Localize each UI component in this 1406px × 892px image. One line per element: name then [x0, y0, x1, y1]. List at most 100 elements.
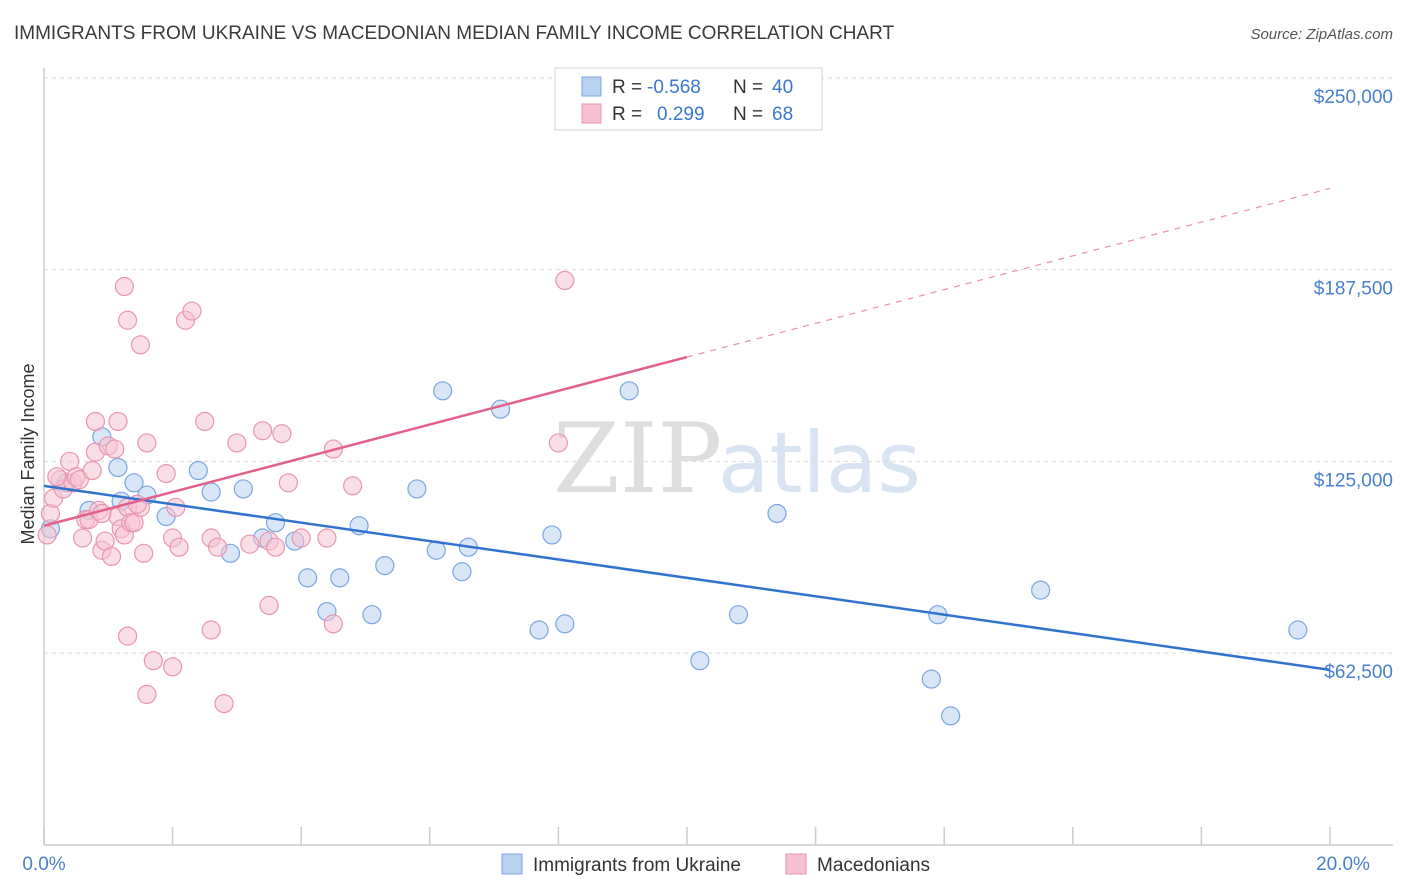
y-axis-label: Median Family Income: [18, 363, 38, 544]
series-legend-label-macedonians: Macedonians: [817, 855, 930, 876]
macedonian-trendline-extension: [686, 187, 1331, 358]
macedonian-point-66: [166, 497, 186, 517]
ukraine-point-24: [433, 381, 453, 401]
ukraine-point-10: [201, 482, 221, 502]
chart-source: Source: ZipAtlas.com: [1250, 26, 1393, 43]
macedonian-point-9: [72, 528, 93, 548]
chart-title: IMMIGRANTS FROM UKRAINE VS MACEDONIAN ME…: [14, 23, 894, 44]
ukraine-point-37: [941, 706, 961, 726]
macedonian-point-41: [208, 537, 228, 557]
legend-r-label-pink: R =: [612, 104, 642, 125]
macedonian-point-57: [259, 595, 279, 616]
legend-swatch-blue: [581, 76, 602, 97]
macedonian-point-61: [555, 270, 575, 290]
ukraine-point-27: [490, 399, 511, 419]
ukraine-point-30: [555, 614, 575, 634]
y-tick-label-187500: $187,500: [1314, 279, 1393, 300]
ukraine-point-22: [407, 479, 427, 499]
ukraine-point-31: [619, 381, 639, 401]
ukraine-point-4: [108, 457, 128, 478]
ukraine-point-29: [542, 525, 562, 545]
watermark: ZIP atlas: [553, 403, 921, 515]
macedonian-point-63: [47, 467, 67, 487]
macedonian-point-32: [130, 335, 151, 355]
series-legend-swatch-macedonians: [785, 853, 807, 875]
ukraine-point-9: [188, 460, 208, 481]
macedonian-trendline: [43, 355, 688, 527]
series-legend-label-ukraine: Immigrants from Ukraine: [533, 855, 741, 876]
macedonian-point-19: [105, 439, 125, 459]
ukraine-point-35: [921, 669, 941, 689]
legend-swatch-pink: [581, 103, 602, 124]
points: [37, 71, 1308, 726]
y-tick-labels: $62,500 $125,000 $187,500 $250,000: [1314, 87, 1393, 683]
series-legend-swatch-ukraine: [501, 853, 523, 875]
trendlines: [43, 187, 1331, 672]
macedonian-point-44: [253, 421, 273, 441]
ukraine-point-14: [265, 513, 286, 533]
macedonian-point-39: [195, 411, 215, 432]
macedonian-point-47: [278, 473, 298, 493]
macedonian-point-34: [156, 464, 176, 484]
series-legend: Immigrants from Ukraine Macedonians: [501, 853, 930, 876]
watermark-zip: ZIP: [553, 403, 722, 515]
y-tick-label-62500: $62,500: [1324, 662, 1393, 683]
macedonian-point-60: [548, 433, 569, 453]
ukraine-point-33: [728, 605, 749, 625]
watermark-atlas: atlas: [718, 414, 921, 512]
macedonian-point-36: [169, 537, 189, 557]
ukraine-point-20: [362, 605, 382, 625]
stats-legend: R = -0.568 N = 40 R = 0.299 N = 68: [554, 67, 823, 131]
legend-r-value-blue: -0.568: [647, 77, 701, 98]
macedonian-point-12: [82, 460, 102, 481]
macedonian-point-53: [117, 626, 138, 646]
macedonian-point-58: [137, 684, 157, 705]
macedonian-point-0: [37, 525, 57, 545]
macedonian-point-56: [201, 620, 221, 640]
macedonian-point-38: [182, 301, 202, 321]
macedonian-point-52: [343, 476, 363, 496]
macedonian-point-29: [108, 411, 128, 432]
macedonian-point-48: [291, 528, 311, 548]
ukraine-point-34: [767, 503, 787, 524]
y-tick-label-125000: $125,000: [1314, 470, 1393, 491]
macedonian-point-50: [323, 614, 343, 634]
macedonian-point-33: [137, 433, 157, 453]
macedonian-point-27: [134, 543, 154, 563]
ukraine-trendline: [43, 484, 1331, 672]
ukraine-point-16: [298, 568, 318, 588]
x-tick-marks: [43, 827, 1331, 845]
ukraine-point-12: [233, 479, 253, 499]
ukraine-point-32: [690, 651, 710, 671]
x-tick-label-20: 20.0%: [1316, 854, 1370, 875]
ukraine-point-18: [330, 568, 350, 588]
macedonian-point-46: [272, 424, 292, 444]
ukraine-point-26: [452, 562, 472, 582]
macedonian-point-43: [240, 534, 260, 554]
ukraine-point-38: [1031, 580, 1051, 600]
grid: [44, 77, 1393, 654]
legend-n-label-pink: N =: [733, 104, 763, 125]
legend-n-value-blue: 40: [772, 77, 793, 98]
macedonian-point-67: [265, 537, 286, 557]
macedonian-point-31: [117, 310, 138, 330]
macedonian-point-42: [227, 433, 247, 453]
ukraine-point-39: [1288, 620, 1308, 640]
macedonian-point-28: [85, 411, 106, 432]
macedonian-point-54: [143, 651, 163, 671]
macedonian-point-55: [163, 657, 183, 677]
legend-r-value-pink: 0.299: [657, 104, 705, 125]
x-tick-label-0: 0.0%: [22, 854, 65, 875]
legend-n-value-pink: 68: [772, 104, 793, 125]
ukraine-point-21: [375, 555, 395, 576]
macedonian-point-18: [101, 546, 122, 567]
macedonian-point-49: [317, 528, 337, 548]
y-tick-label-250000: $250,000: [1314, 87, 1393, 108]
ukraine-point-28: [529, 620, 549, 640]
ukraine-point-6: [124, 473, 144, 493]
legend-n-label-blue: N =: [733, 77, 763, 98]
legend-r-label-blue: R =: [612, 77, 642, 98]
macedonian-point-30: [114, 276, 134, 297]
macedonian-point-59: [214, 693, 234, 714]
